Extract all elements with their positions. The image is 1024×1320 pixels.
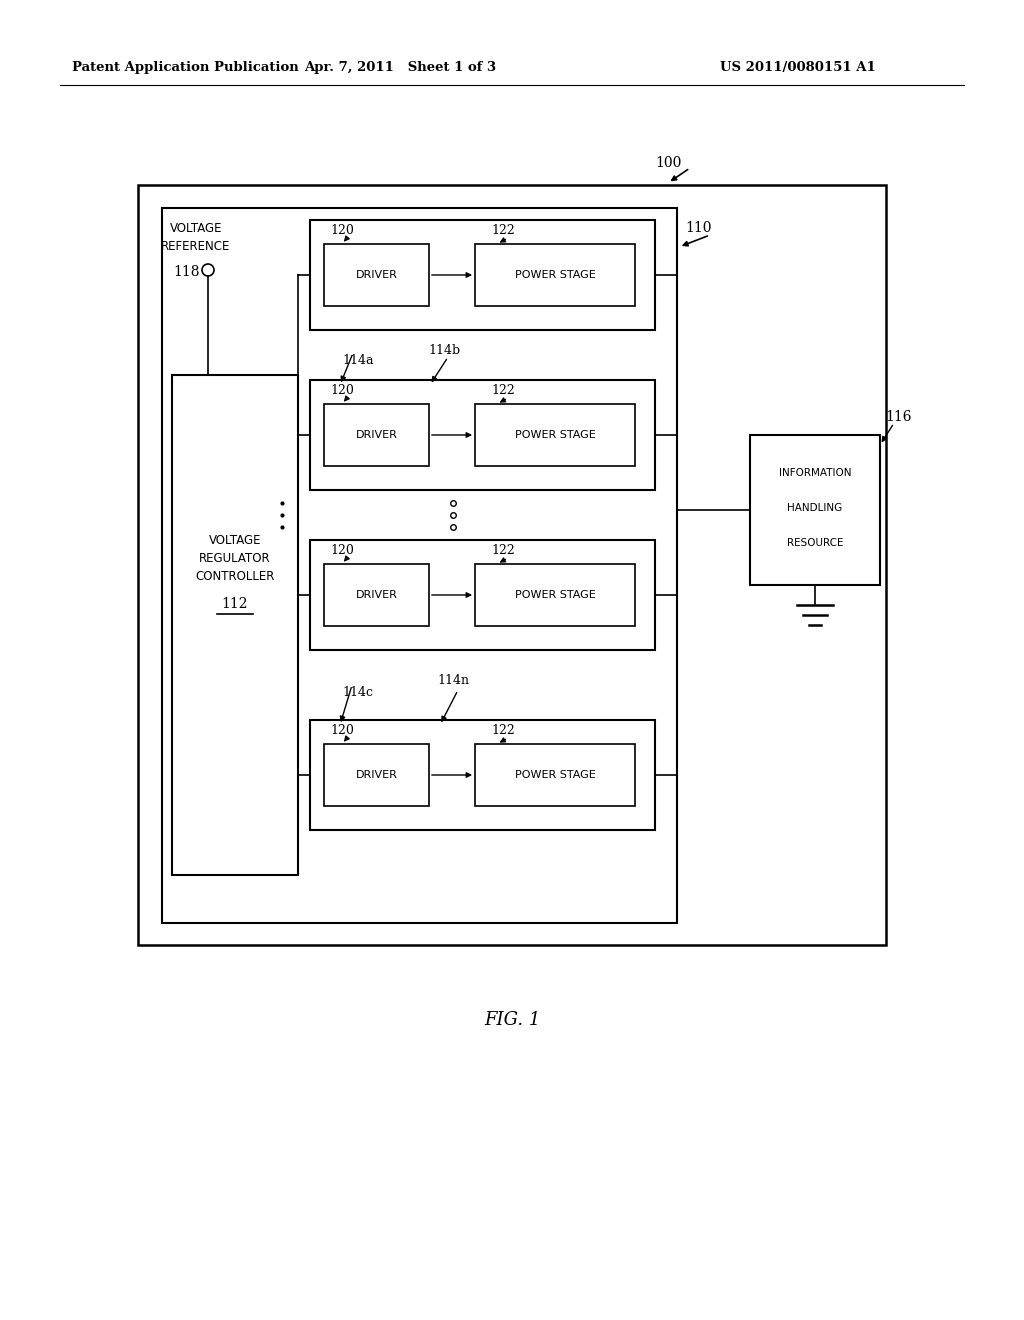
- Text: 116: 116: [885, 411, 911, 424]
- Bar: [475, 564, 635, 626]
- Bar: [324, 244, 429, 306]
- Text: POWER STAGE: POWER STAGE: [515, 590, 595, 601]
- Bar: [172, 375, 298, 875]
- Bar: [324, 744, 429, 807]
- Text: INFORMATION: INFORMATION: [778, 469, 851, 478]
- Text: RESOURCE: RESOURCE: [786, 539, 843, 548]
- Text: 114a: 114a: [342, 354, 374, 367]
- Bar: [324, 564, 429, 626]
- Text: FIG. 1: FIG. 1: [483, 1011, 541, 1030]
- Text: CONTROLLER: CONTROLLER: [196, 569, 274, 582]
- Text: 118: 118: [173, 265, 200, 279]
- Text: DRIVER: DRIVER: [355, 271, 397, 280]
- Bar: [324, 404, 429, 466]
- Text: POWER STAGE: POWER STAGE: [515, 770, 595, 780]
- Text: 122: 122: [492, 725, 515, 738]
- Bar: [475, 244, 635, 306]
- Text: DRIVER: DRIVER: [355, 770, 397, 780]
- Text: 100: 100: [655, 156, 681, 170]
- Text: 110: 110: [685, 220, 712, 235]
- Bar: [310, 220, 655, 330]
- Text: Patent Application Publication: Patent Application Publication: [72, 62, 299, 74]
- Bar: [138, 185, 886, 945]
- Text: POWER STAGE: POWER STAGE: [515, 271, 595, 280]
- Text: 122: 122: [492, 224, 515, 238]
- Text: 120: 120: [330, 544, 354, 557]
- Text: Apr. 7, 2011   Sheet 1 of 3: Apr. 7, 2011 Sheet 1 of 3: [304, 62, 496, 74]
- Text: REFERENCE: REFERENCE: [162, 239, 230, 252]
- Text: 120: 120: [330, 725, 354, 738]
- Bar: [310, 540, 655, 649]
- Text: 122: 122: [492, 384, 515, 397]
- Text: 120: 120: [330, 384, 354, 397]
- Text: DRIVER: DRIVER: [355, 590, 397, 601]
- Text: 114b: 114b: [429, 343, 461, 356]
- Text: DRIVER: DRIVER: [355, 430, 397, 440]
- Text: 114c: 114c: [342, 686, 374, 700]
- Bar: [310, 719, 655, 830]
- Text: 122: 122: [492, 544, 515, 557]
- Bar: [475, 404, 635, 466]
- Text: US 2011/0080151 A1: US 2011/0080151 A1: [720, 62, 876, 74]
- Bar: [162, 209, 677, 923]
- Bar: [475, 744, 635, 807]
- Text: POWER STAGE: POWER STAGE: [515, 430, 595, 440]
- Text: VOLTAGE: VOLTAGE: [209, 533, 261, 546]
- Text: 114n: 114n: [437, 673, 469, 686]
- Bar: [750, 436, 880, 585]
- Text: REGULATOR: REGULATOR: [200, 552, 270, 565]
- Text: 120: 120: [330, 224, 354, 238]
- Text: VOLTAGE: VOLTAGE: [170, 222, 222, 235]
- Text: 112: 112: [222, 597, 248, 611]
- Text: HANDLING: HANDLING: [787, 503, 843, 513]
- Bar: [310, 380, 655, 490]
